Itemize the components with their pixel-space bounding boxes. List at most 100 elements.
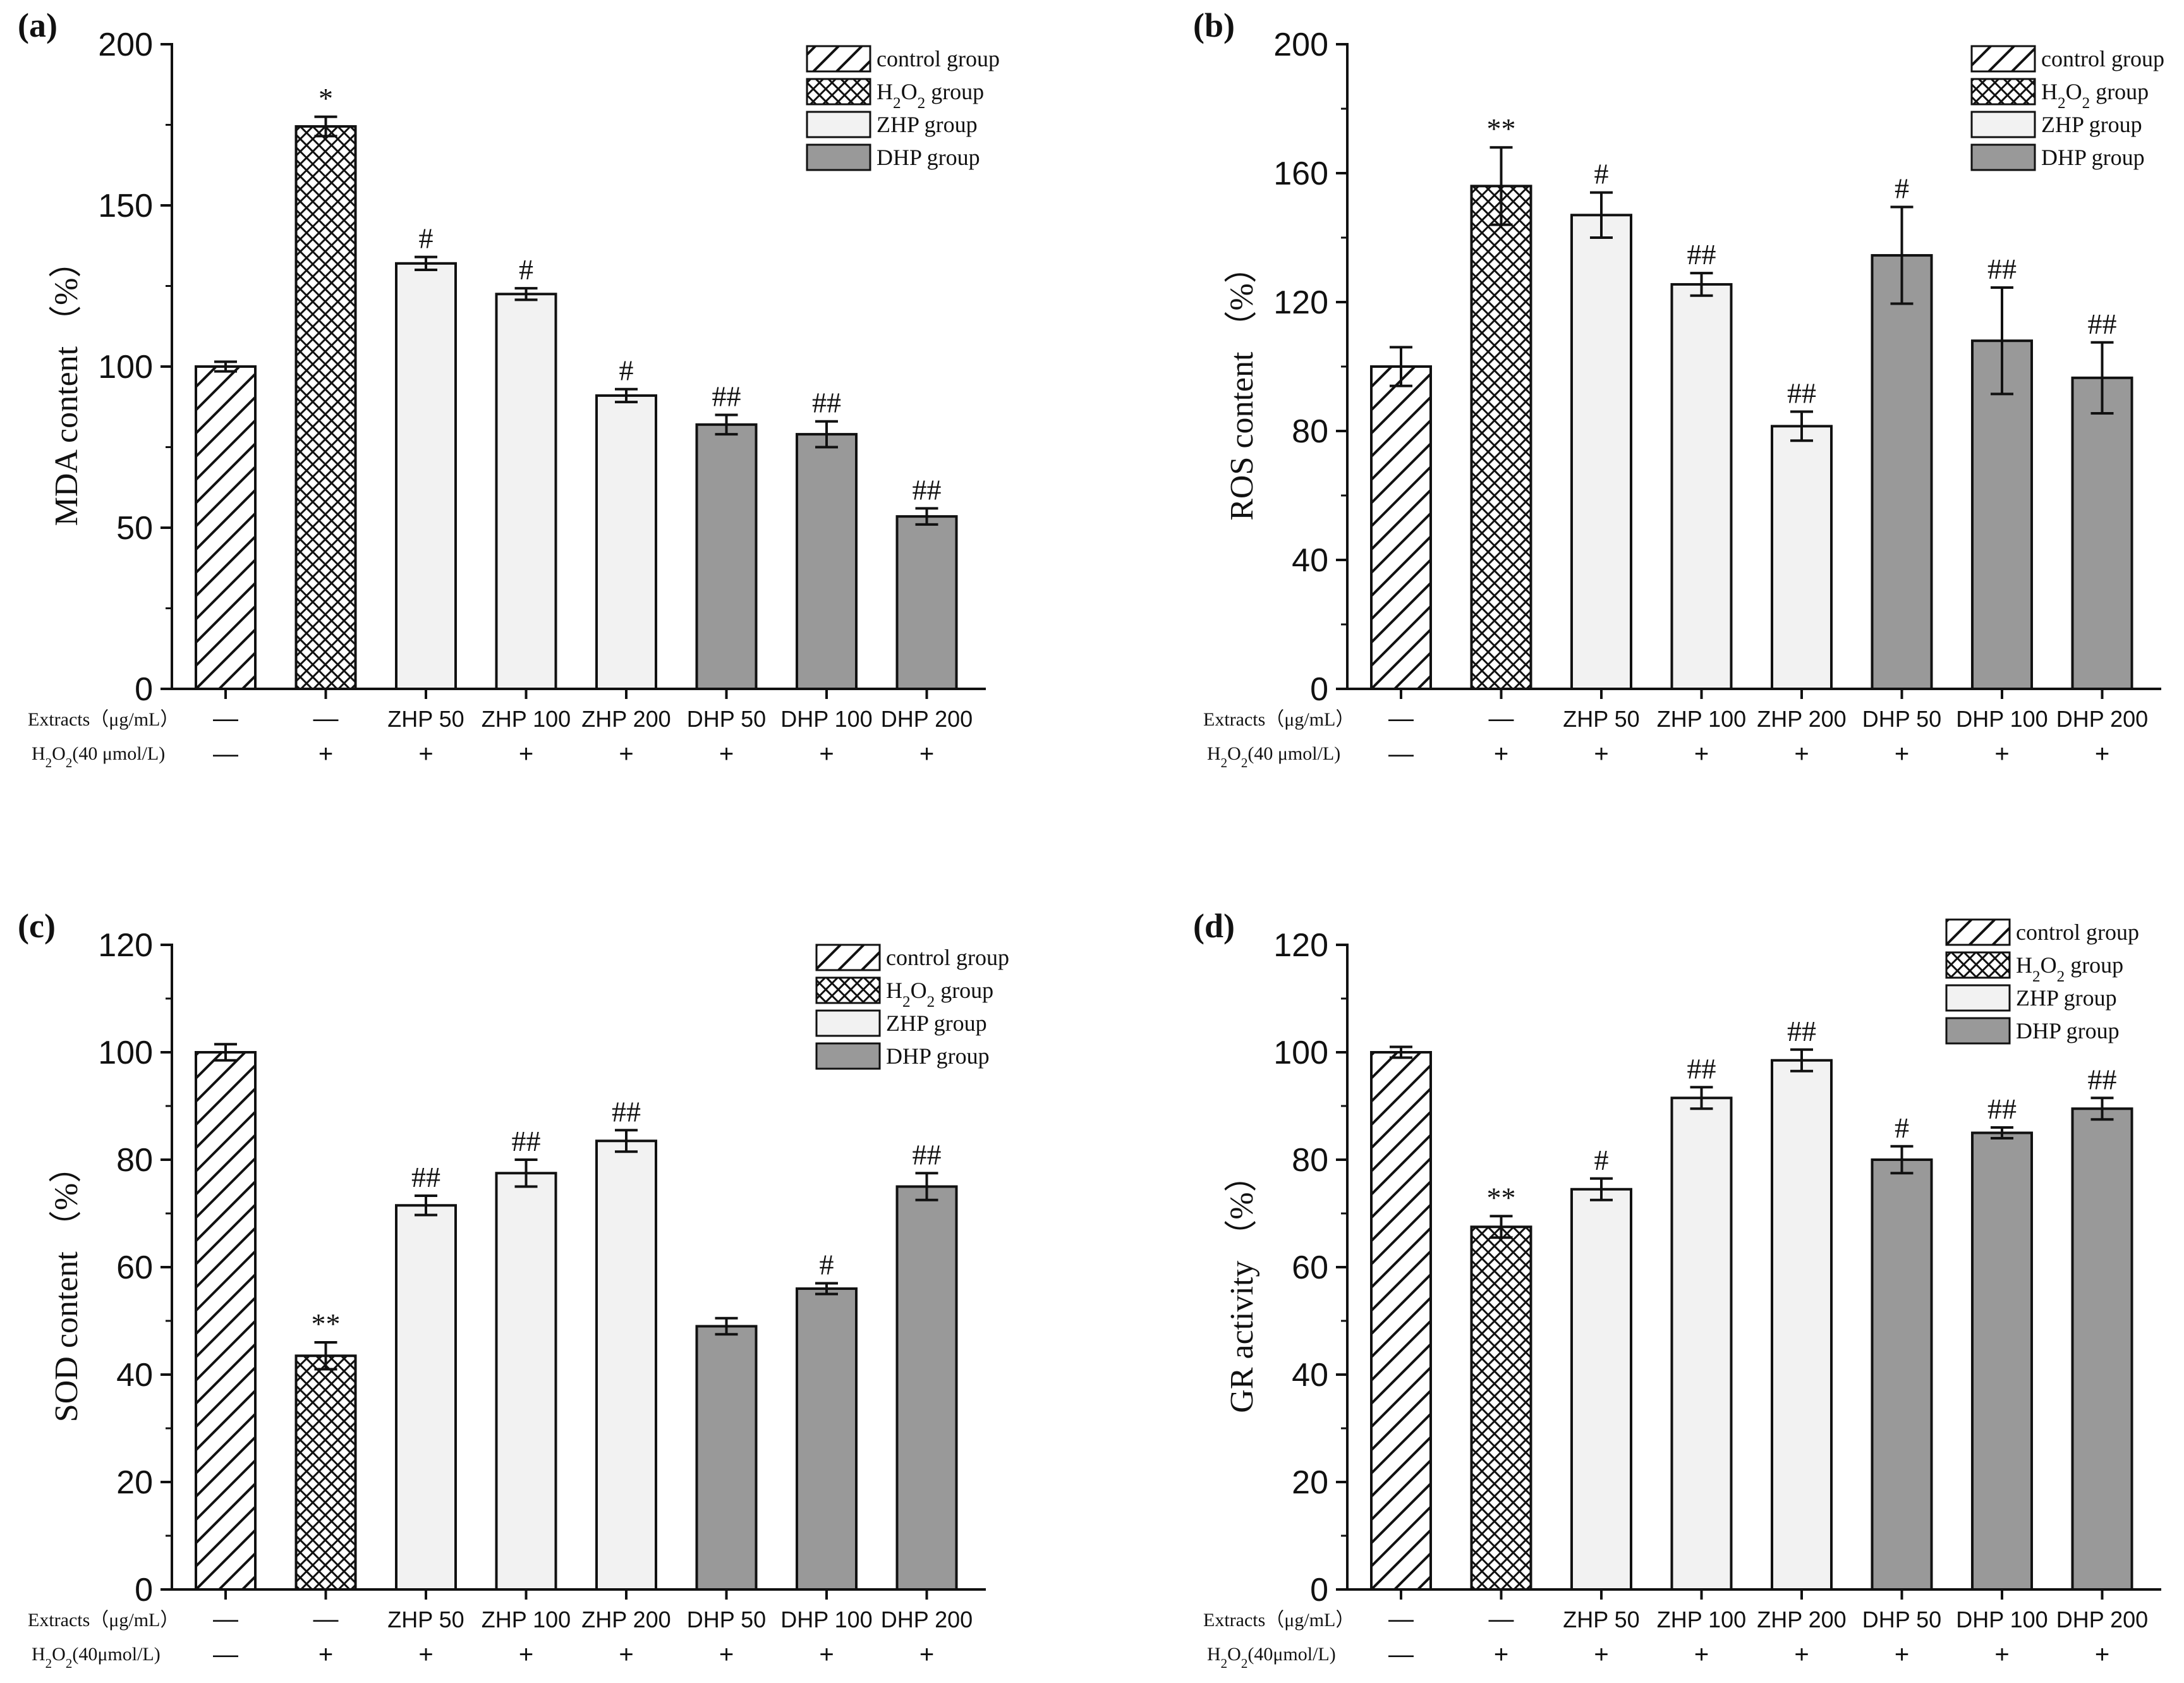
legend-label-hatch: control group — [2016, 920, 2139, 945]
bar-7 — [796, 433, 858, 690]
significance-mark: ## — [1787, 1015, 1816, 1047]
bar-5 — [595, 1139, 657, 1591]
y-tick-label: 80 — [116, 1142, 153, 1179]
significance-mark: ## — [1687, 238, 1716, 270]
significance-mark: ** — [1487, 112, 1516, 145]
y-tick-label: 160 — [1273, 155, 1328, 192]
legend-swatch-hatch — [815, 944, 881, 971]
h2o2-row-label: H2O2(40 μmol/L) — [1207, 743, 1340, 770]
legend-swatch-hatch — [1970, 45, 2036, 73]
significance-mark: # — [1895, 1112, 1909, 1144]
legend-swatch-dark — [1970, 143, 2036, 171]
legend-label-light: ZHP group — [886, 1011, 987, 1036]
chart-panel-d: (d) 0 20 40 60 80 100 120 GR activity （%） — — ** — + #… — [1193, 907, 2161, 1671]
h2o2-mark: + — [619, 740, 633, 768]
legend-label-cross: H2O2 group — [2041, 79, 2149, 112]
bar-2 — [294, 1354, 357, 1591]
x-tick-label: DHP 200 — [881, 1607, 973, 1632]
x-tick-label: — — [1489, 705, 1514, 732]
legend-label-hatch: control group — [877, 46, 1000, 71]
extracts-row-label: Extracts（μg/mL） — [1203, 709, 1354, 730]
bar-8 — [895, 515, 958, 691]
legend-label-light: ZHP group — [2016, 985, 2117, 1011]
significance-mark: # — [419, 222, 434, 255]
bar-6 — [695, 423, 758, 690]
y-tick-label: 20 — [116, 1464, 153, 1501]
x-tick-label: — — [313, 1605, 339, 1633]
bar-7 — [1971, 1131, 2033, 1591]
h2o2-row-label: H2O2(40 μmol/L) — [32, 743, 165, 770]
significance-mark: ## — [1787, 377, 1816, 409]
x-tick-label: ZHP 100 — [482, 706, 571, 732]
x-tick-label: — — [213, 705, 238, 732]
y-axis-label: GR activity （%） — [1224, 1159, 1260, 1413]
h2o2-mark: + — [1994, 740, 2009, 768]
h2o2-mark: + — [1895, 1641, 1909, 1668]
bar-1 — [1370, 365, 1432, 690]
x-tick-label: — — [1489, 1605, 1514, 1633]
y-tick-label: 80 — [1292, 1142, 1328, 1179]
legend-label-dark: DHP group — [877, 145, 980, 170]
y-axis-label: ROS content （%） — [1224, 250, 1260, 521]
bar-6 — [1871, 254, 1933, 690]
h2o2-mark: + — [519, 740, 533, 768]
x-tick-label: DHP 100 — [780, 1607, 872, 1632]
x-tick-label: DHP 50 — [687, 706, 766, 732]
extracts-row-label: Extracts（μg/mL） — [1203, 1610, 1354, 1631]
y-tick-label: 150 — [98, 188, 153, 224]
y-tick-label: 100 — [1273, 1035, 1328, 1071]
h2o2-mark: + — [1794, 740, 1809, 768]
y-tick-label: 120 — [1273, 284, 1328, 321]
significance-mark: # — [619, 355, 634, 387]
y-tick-label: 120 — [1273, 927, 1328, 964]
x-tick-label: ZHP 100 — [482, 1607, 571, 1632]
x-tick-label: DHP 100 — [1956, 706, 2048, 732]
h2o2-mark: + — [819, 740, 834, 768]
legend-swatch-light — [806, 111, 871, 138]
legend-swatch-light — [815, 1009, 881, 1037]
h2o2-mark: + — [1895, 740, 1909, 768]
y-tick-label: 0 — [1310, 1572, 1328, 1608]
x-tick-label: DHP 100 — [1956, 1607, 2048, 1632]
significance-mark: ## — [2088, 308, 2117, 340]
y-tick-label: 40 — [1292, 1357, 1328, 1394]
h2o2-mark: + — [619, 1641, 633, 1668]
h2o2-mark: + — [519, 1641, 533, 1668]
x-tick-label: DHP 50 — [1862, 706, 1941, 732]
x-tick-label: ZHP 200 — [1757, 706, 1846, 732]
significance-mark: ## — [612, 1095, 641, 1127]
h2o2-mark: + — [1694, 1641, 1709, 1668]
bar-2 — [1470, 1225, 1532, 1591]
panel-label: (a) — [18, 6, 58, 44]
bar-3 — [395, 1204, 457, 1591]
legend-swatch-cross — [815, 976, 881, 1004]
y-tick-label: 200 — [1273, 27, 1328, 63]
bar-1 — [1370, 1051, 1432, 1591]
h2o2-mark: + — [1494, 740, 1508, 768]
legend-label-dark: DHP group — [2041, 145, 2145, 170]
h2o2-mark: + — [2095, 1641, 2109, 1668]
h2o2-mark: + — [919, 1641, 934, 1668]
chart-panel-a: (a) 0 50 100 150 200 MDA content （%） — — * — + # ZHP … — [18, 6, 1000, 770]
y-tick-label: 60 — [116, 1249, 153, 1286]
significance-mark: ## — [411, 1161, 440, 1193]
h2o2-mark: + — [1594, 1641, 1608, 1668]
legend-swatch-light — [1970, 111, 2036, 138]
y-tick-label: 80 — [1292, 413, 1328, 450]
h2o2-mark: + — [318, 740, 333, 768]
x-tick-label: ZHP 200 — [581, 1607, 670, 1632]
significance-mark: ## — [2088, 1063, 2117, 1095]
h2o2-mark: + — [1594, 740, 1608, 768]
significance-mark: ## — [712, 380, 741, 413]
y-tick-label: 100 — [98, 1035, 153, 1071]
h2o2-mark: — — [213, 1641, 238, 1668]
h2o2-mark: + — [719, 740, 734, 768]
h2o2-mark: + — [418, 740, 433, 768]
x-tick-label: DHP 100 — [780, 706, 872, 732]
h2o2-mark: — — [1388, 1641, 1414, 1668]
significance-mark: ## — [512, 1125, 541, 1157]
x-tick-label: ZHP 50 — [1563, 706, 1639, 732]
bar-4 — [495, 293, 557, 690]
